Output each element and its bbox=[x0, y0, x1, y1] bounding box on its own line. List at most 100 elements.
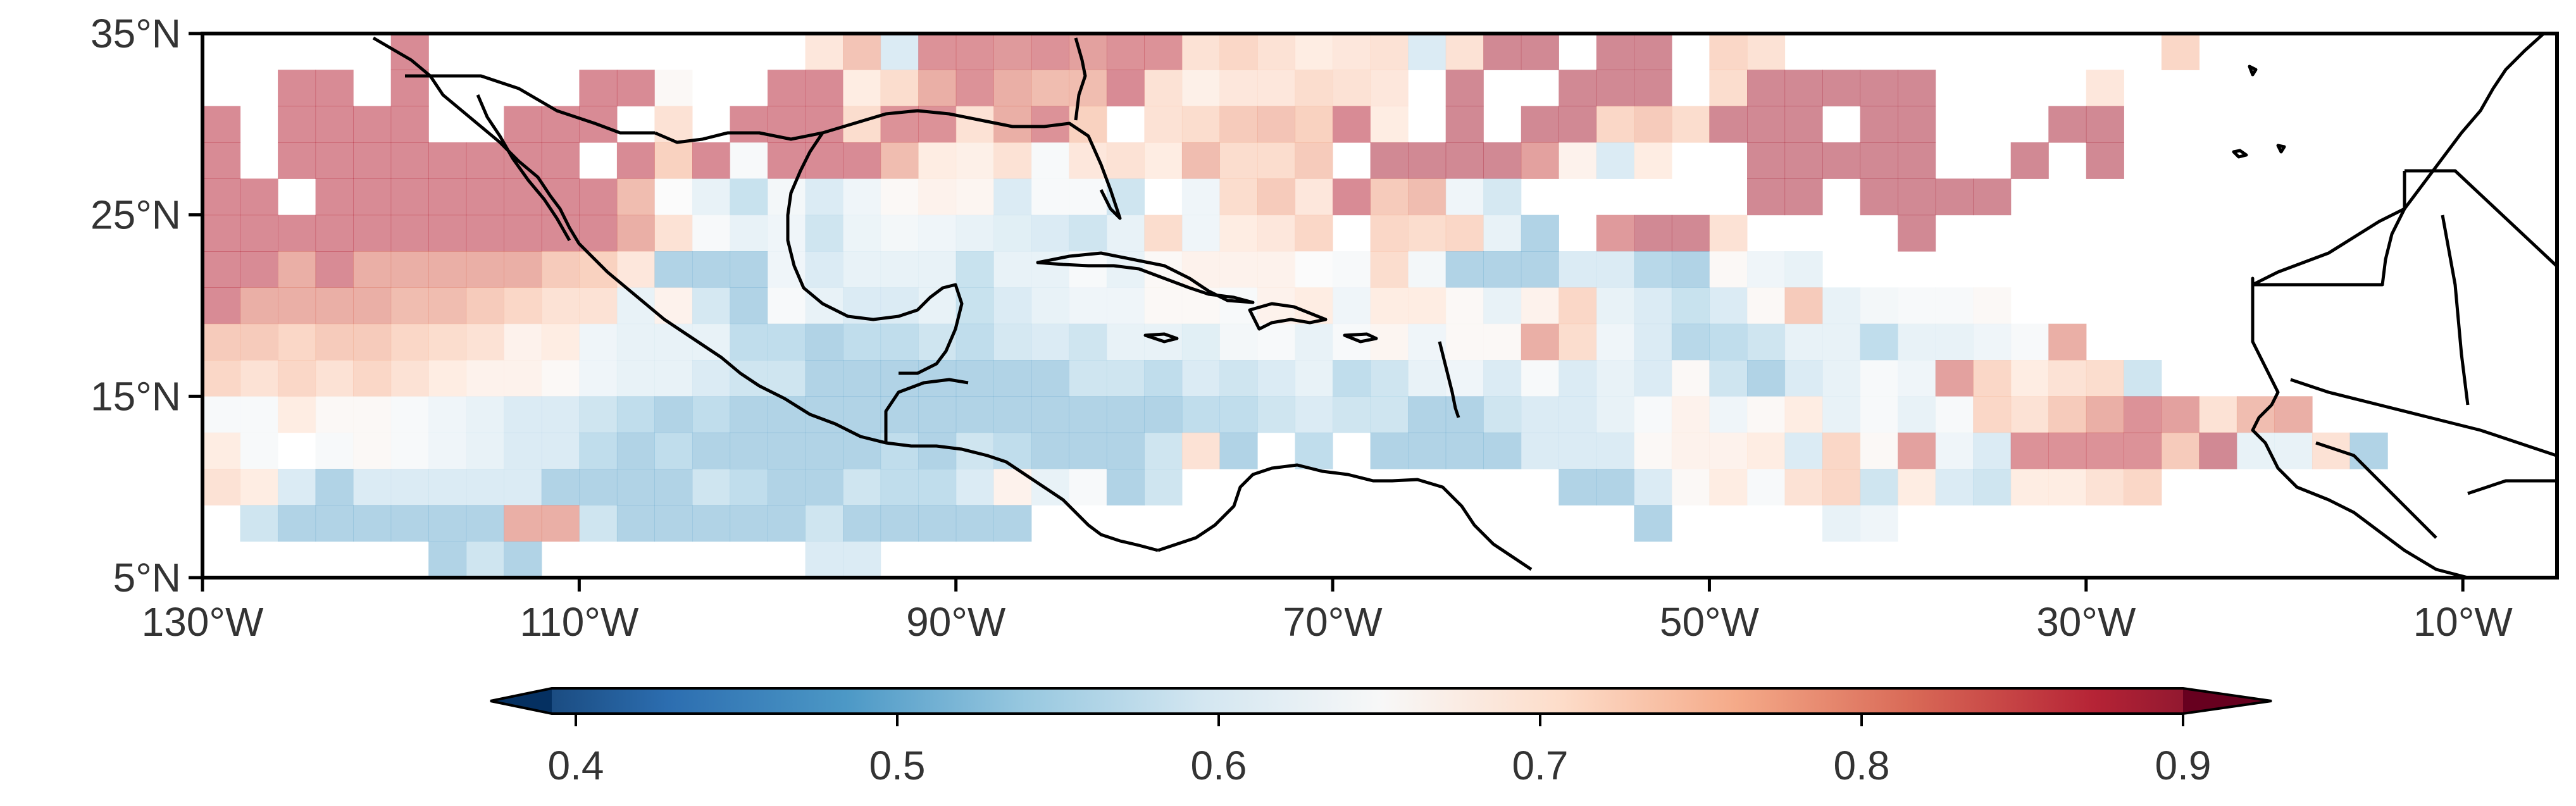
heatmap-cell bbox=[278, 469, 316, 505]
heatmap-cell bbox=[918, 251, 957, 288]
heatmap-cell bbox=[768, 287, 806, 325]
heatmap-cell bbox=[1181, 432, 1220, 469]
heatmap-cell bbox=[315, 70, 354, 107]
heatmap-cell bbox=[1747, 178, 1786, 216]
heatmap-cell bbox=[993, 214, 1032, 252]
heatmap-cell bbox=[278, 287, 316, 325]
heatmap-cell bbox=[918, 432, 957, 469]
heatmap-cell bbox=[880, 251, 919, 288]
heatmap-cell bbox=[1219, 70, 1258, 107]
heatmap-cell bbox=[579, 214, 618, 252]
heatmap-cell bbox=[1521, 323, 1559, 361]
heatmap-cell bbox=[202, 178, 241, 216]
heatmap-cell bbox=[1370, 178, 1409, 216]
heatmap-cell bbox=[2274, 432, 2313, 469]
heatmap-cell bbox=[993, 505, 1032, 542]
heatmap-cell bbox=[805, 432, 843, 469]
heatmap-cell bbox=[1822, 323, 1861, 361]
heatmap-cell bbox=[1709, 287, 1748, 325]
heatmap-cell bbox=[466, 142, 504, 179]
heatmap-cell bbox=[843, 214, 881, 252]
heatmap-cell bbox=[1219, 251, 1258, 288]
heatmap-cell bbox=[504, 505, 542, 542]
heatmap-cell bbox=[1709, 106, 1748, 143]
heatmap-cell bbox=[1634, 34, 1672, 70]
heatmap-cell bbox=[730, 142, 768, 179]
heatmap-cell bbox=[843, 360, 881, 397]
heatmap-cell bbox=[768, 396, 806, 433]
heatmap-cell bbox=[805, 178, 843, 216]
heatmap-cell bbox=[654, 142, 693, 179]
heatmap-cell bbox=[428, 360, 467, 397]
heatmap-cell bbox=[993, 396, 1032, 433]
heatmap-cell bbox=[1747, 432, 1786, 469]
heatmap-cell bbox=[2048, 469, 2087, 505]
heatmap-cell bbox=[2048, 396, 2087, 433]
heatmap-cell bbox=[918, 34, 957, 70]
heatmap-cell bbox=[654, 70, 693, 107]
colorbar-extend-high bbox=[2183, 688, 2272, 714]
heatmap-cell bbox=[1181, 70, 1220, 107]
heatmap-cell bbox=[240, 178, 278, 216]
heatmap-cell bbox=[1784, 323, 1823, 361]
heatmap-cell bbox=[1521, 251, 1559, 288]
heatmap-cell bbox=[654, 396, 693, 433]
heatmap-cell bbox=[1596, 287, 1634, 325]
heatmap-cell bbox=[202, 396, 241, 433]
heatmap-cell bbox=[1295, 396, 1333, 433]
colorbar-tick-label: 0.4 bbox=[548, 743, 604, 788]
x-tick-label: 30°W bbox=[2036, 599, 2136, 645]
heatmap-cell bbox=[1521, 432, 1559, 469]
heatmap-cell bbox=[315, 505, 354, 542]
heatmap-cell bbox=[1784, 432, 1823, 469]
heatmap-cell bbox=[654, 505, 693, 542]
heatmap-cell bbox=[466, 287, 504, 325]
heatmap-cell bbox=[2086, 142, 2124, 179]
heatmap-cell bbox=[1031, 360, 1069, 397]
heatmap-cell bbox=[955, 178, 994, 216]
heatmap-cell bbox=[1370, 34, 1409, 70]
heatmap-cell bbox=[541, 287, 580, 325]
heatmap-cell bbox=[1408, 287, 1447, 325]
heatmap-cell bbox=[843, 396, 881, 433]
heatmap-cell bbox=[353, 178, 392, 216]
heatmap-cell bbox=[692, 360, 731, 397]
heatmap-cell bbox=[1219, 178, 1258, 216]
heatmap-cell bbox=[1445, 396, 1484, 433]
heatmap-cell bbox=[1747, 323, 1786, 361]
heatmap-cell bbox=[805, 360, 843, 397]
heatmap-cell bbox=[1370, 214, 1409, 252]
heatmap-cell bbox=[1295, 432, 1333, 469]
heatmap-cell bbox=[1106, 432, 1145, 469]
heatmap-cell bbox=[1181, 106, 1220, 143]
heatmap-cell bbox=[579, 251, 618, 288]
heatmap-cell bbox=[2086, 396, 2124, 433]
heatmap-cell bbox=[1671, 214, 1710, 252]
heatmap-cell bbox=[1219, 142, 1258, 179]
heatmap-cell bbox=[1069, 251, 1107, 288]
heatmap-cell bbox=[654, 178, 693, 216]
heatmap-cell bbox=[1935, 323, 1974, 361]
heatmap-cell bbox=[805, 70, 843, 107]
heatmap-cell bbox=[692, 251, 731, 288]
heatmap-cell bbox=[315, 360, 354, 397]
heatmap-cell bbox=[579, 432, 618, 469]
heatmap-cell bbox=[1069, 214, 1107, 252]
heatmap-cell bbox=[1747, 106, 1786, 143]
heatmap-cell bbox=[1106, 360, 1145, 397]
heatmap-cell bbox=[1784, 106, 1823, 143]
heatmap-cell bbox=[1860, 178, 1898, 216]
heatmap-cell bbox=[1898, 323, 1936, 361]
heatmap-cell bbox=[1257, 70, 1296, 107]
heatmap-cell bbox=[1860, 360, 1898, 397]
heatmap-cell bbox=[1408, 214, 1447, 252]
heatmap-cell bbox=[843, 505, 881, 542]
heatmap-cell bbox=[843, 70, 881, 107]
y-tick-label: 25°N bbox=[90, 192, 181, 238]
heatmap-cell bbox=[1370, 323, 1409, 361]
heatmap-cell bbox=[1144, 469, 1183, 505]
heatmap-cell bbox=[504, 323, 542, 361]
heatmap-cell bbox=[993, 142, 1032, 179]
heatmap-cell bbox=[1257, 34, 1296, 70]
heatmap-cell bbox=[1747, 469, 1786, 505]
